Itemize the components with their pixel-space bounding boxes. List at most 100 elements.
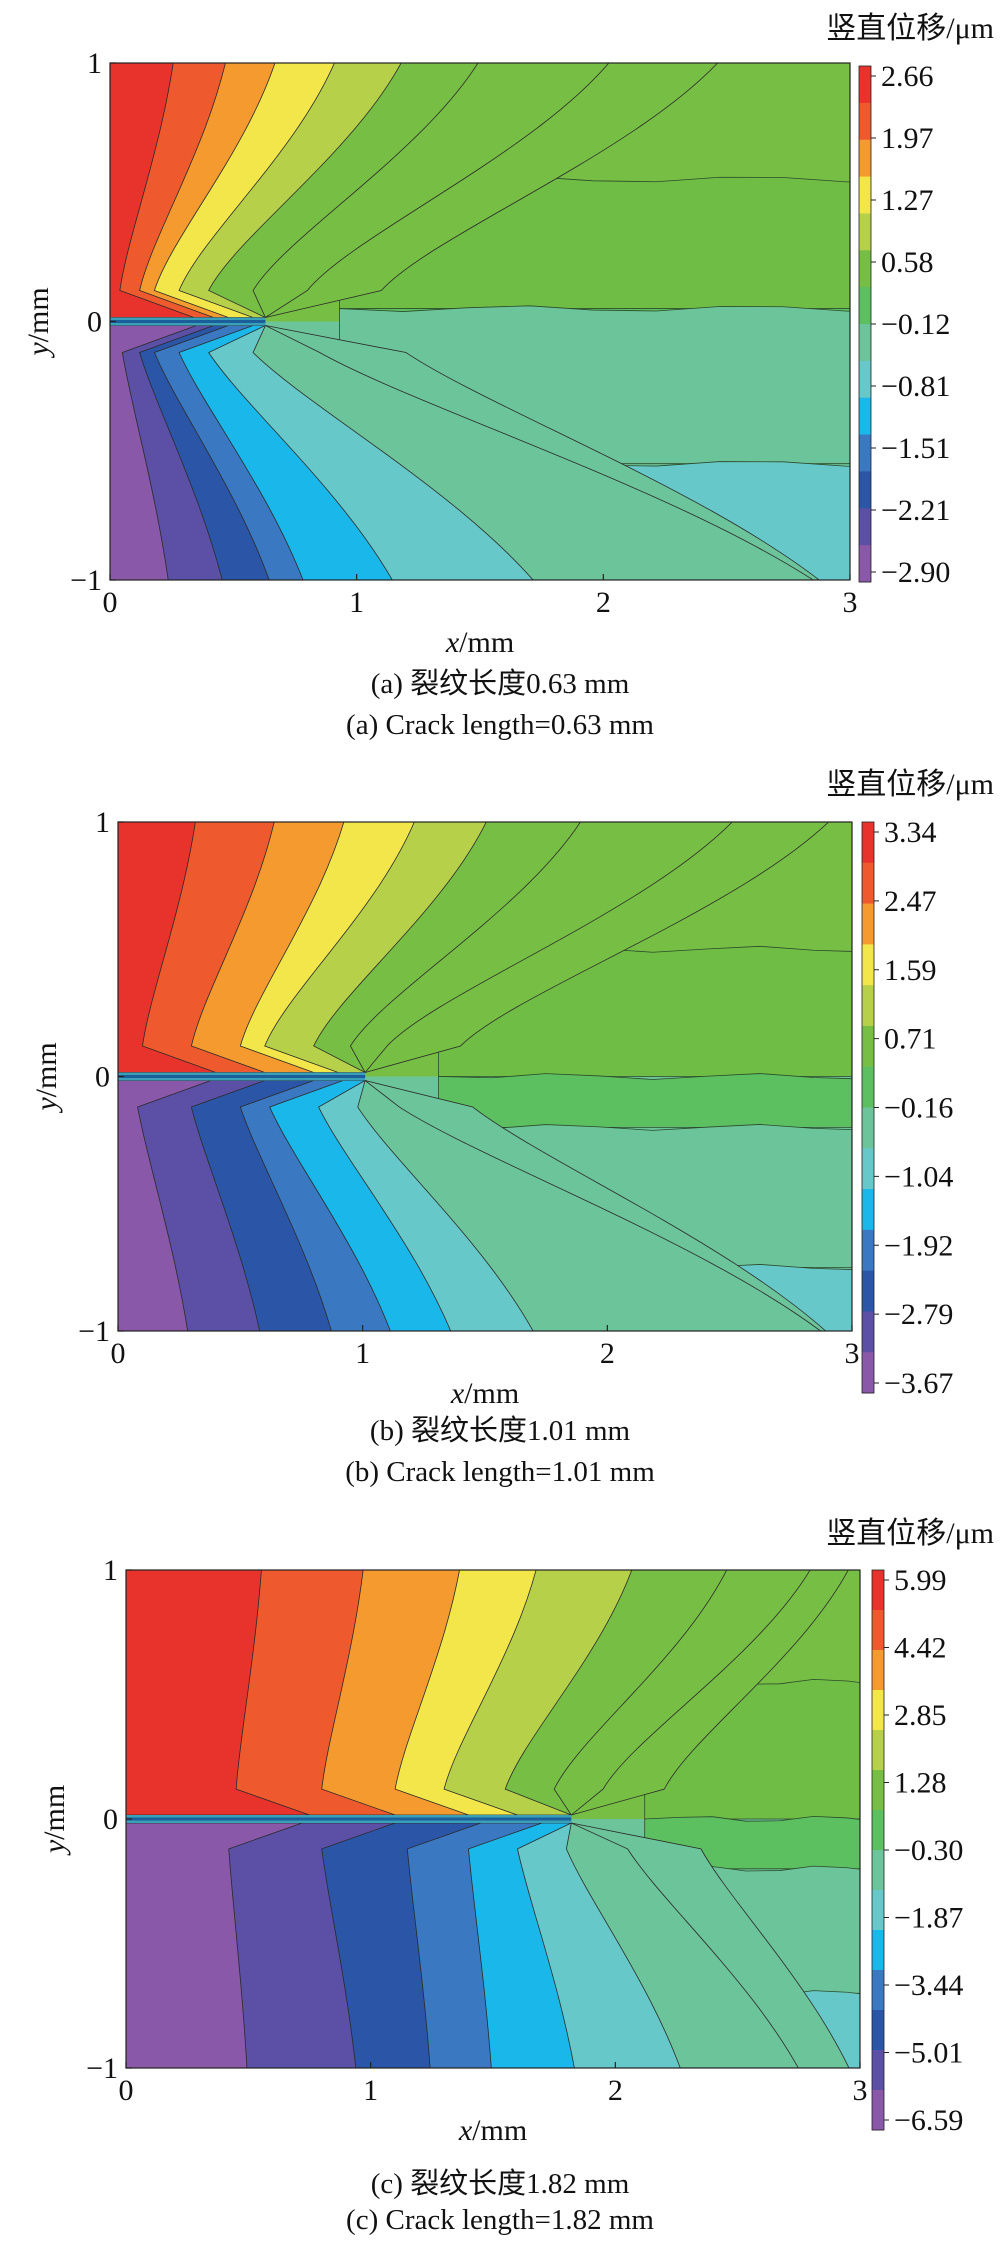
caption-english: (a) Crack length=0.63 mm [346,709,654,741]
y-tick-label: 0 [87,306,102,339]
colorbar-swatch [859,397,871,436]
colorbar-title: 竖直位移/μm [826,1517,994,1550]
colorbar-tick-label: 3.34 [884,816,937,849]
x-tick-label: 0 [103,586,118,619]
y-tick-label: 1 [103,1554,118,1587]
x-tick-label: 2 [608,2074,623,2107]
colorbar-swatch [872,1930,884,1971]
colorbar-swatch [872,1690,884,1731]
colorbar-tick-label: 1.28 [894,1767,947,1800]
contour-band [126,1570,310,1816]
x-tick-label: 2 [600,1337,615,1370]
y-axis-label: y/mm [22,287,55,358]
colorbar-swatch [859,139,871,178]
colorbar-tick-label: −0.30 [894,1834,963,1867]
x-tick-label: 0 [111,1337,126,1370]
colorbar-tick-label: 1.59 [884,954,937,987]
caption-chinese: (b) 裂纹长度1.01 mm [370,1414,631,1447]
colorbar-swatch [862,1311,874,1353]
contour-panel-2: 0 1 2 310−1x/mmy/mm3.342.471.590.71−0.16−1.… [30,768,994,1488]
colorbar-swatch [862,1148,874,1190]
colorbar-swatch [862,1352,874,1394]
contour-band [438,1073,852,1128]
colorbar-swatch [859,545,871,583]
x-axis-label: x/mm [458,2114,527,2147]
colorbar-swatch [859,360,871,399]
contour-band [110,63,195,318]
x-tick-label: 3 [853,2074,868,2107]
colorbar-tick-label: −0.81 [881,370,950,403]
colorbar-swatch [862,944,874,986]
colorbar-swatch [872,1810,884,1851]
colorbar-tick-label: −0.12 [881,308,950,341]
colorbar-swatch [859,102,871,141]
contour-band [110,325,197,580]
colorbar-swatch [859,434,871,472]
colorbar-swatch [862,822,874,864]
x-axis-label: x/mm [445,626,514,659]
colorbar-tick-label: 1.27 [881,184,934,217]
caption-english: (b) Crack length=1.01 mm [345,1456,655,1488]
colorbar-swatch [862,903,874,945]
y-tick-label: 1 [95,806,110,839]
y-axis-label: y/mm [38,1785,71,1856]
colorbar-swatch [862,862,874,905]
colorbar-tick-label: −2.21 [881,494,950,527]
colorbar-swatch [859,66,871,104]
x-axis-label: x/mm [450,1377,519,1410]
y-tick-label: −1 [78,1315,110,1348]
colorbar-swatch [862,1229,874,1272]
crack-core [126,1817,572,1821]
colorbar-swatch [872,1730,884,1771]
y-axis-label: y/mm [30,1042,63,1113]
colorbar-swatch [859,213,871,251]
colorbar-tick-label: 0.71 [884,1023,937,1056]
colorbar-tick-label: 2.47 [884,885,937,918]
colorbar-tick-label: 0.58 [881,246,934,279]
crack-core [110,320,266,323]
colorbar-title: 竖直位移/μm [826,768,994,801]
colorbar-tick-label: −0.16 [884,1092,953,1125]
colorbar-swatch [872,1850,884,1891]
caption-chinese: (a) 裂纹长度0.63 mm [371,667,630,700]
x-tick-label: 0 [119,2074,134,2107]
x-tick-label: 1 [355,1337,370,1370]
colorbar-tick-label: 2.66 [881,60,934,93]
colorbar-tick-label: −3.44 [894,1969,963,2002]
contour-field [126,1570,860,2068]
x-tick-label: 3 [845,1337,860,1370]
colorbar-swatch [872,1570,884,1611]
colorbar-tick-label: −2.90 [881,556,950,589]
colorbar-tick-label: −6.59 [894,2104,963,2137]
caption-chinese: (c) 裂纹长度1.82 mm [371,2167,630,2200]
contour-band [118,822,217,1073]
colorbar-swatch [862,1107,874,1149]
y-tick-label: 1 [87,47,102,80]
colorbar-tick-label: 5.99 [894,1564,947,1597]
colorbar-swatch [872,2050,884,2091]
caption-english: (c) Crack length=1.82 mm [346,2204,654,2236]
colorbar-tick-label: −2.79 [884,1298,953,1331]
colorbar-swatch [859,250,871,288]
colorbar-title: 竖直位移/μm [826,12,994,45]
colorbar-swatch [872,1770,884,1811]
y-tick-label: 0 [95,1061,110,1094]
x-tick-label: 2 [596,586,611,619]
colorbar-swatch [872,1890,884,1931]
contour-field [110,63,850,580]
colorbar-tick-label: −1.87 [894,1902,963,1935]
colorbar-swatch [872,1970,884,2011]
colorbar-tick-label: −3.67 [884,1367,953,1400]
contour-band [126,1822,303,2068]
y-tick-label: 0 [103,1803,118,1836]
colorbar-swatch [862,1189,874,1231]
y-tick-label: −1 [86,2052,118,2085]
colorbar-swatch [862,1066,874,1108]
y-tick-label: −1 [70,564,102,597]
colorbar-swatch [862,1025,874,1068]
colorbar-swatch [872,1610,884,1651]
x-tick-label: 1 [349,586,364,619]
x-tick-label: 1 [363,2074,378,2107]
crack-core [118,1075,366,1078]
